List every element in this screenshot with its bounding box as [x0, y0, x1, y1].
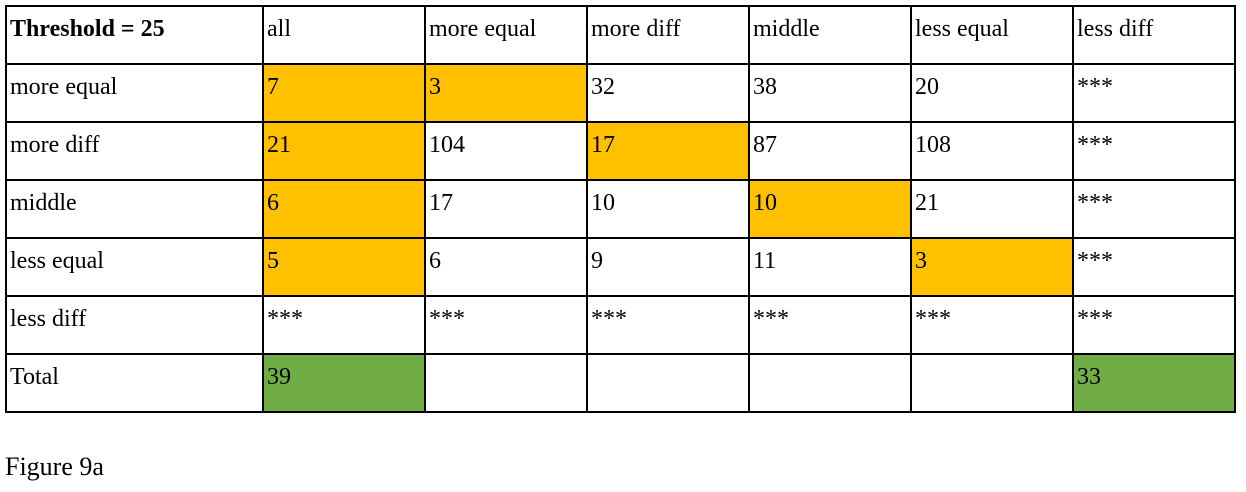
header-cell-all: all [262, 5, 426, 65]
table-row: less equal 5 6 9 11 3 *** [5, 237, 1236, 297]
table-cell: 33 [1072, 353, 1236, 413]
table-body: Threshold = 25 all more equal more diff … [5, 5, 1236, 413]
table-cell: 104 [424, 121, 588, 181]
header-cell-less-equal: less equal [910, 5, 1074, 65]
table-cell [586, 353, 750, 413]
table-cell: *** [1072, 179, 1236, 239]
table-cell: *** [262, 295, 426, 355]
row-label-cell: less equal [5, 237, 264, 297]
table-cell: *** [1072, 121, 1236, 181]
table-cell: 11 [748, 237, 912, 297]
table-row: middle 6 17 10 10 21 *** [5, 179, 1236, 239]
row-label-cell: more diff [5, 121, 264, 181]
table-cell: 6 [424, 237, 588, 297]
table-row: more diff 21 104 17 87 108 *** [5, 121, 1236, 181]
table-cell: *** [748, 295, 912, 355]
table-cell: 10 [748, 179, 912, 239]
table-cell: 32 [586, 63, 750, 123]
table-cell: 6 [262, 179, 426, 239]
table-row: Total 39 33 [5, 353, 1236, 413]
table-cell: 87 [748, 121, 912, 181]
table-cell: *** [910, 295, 1074, 355]
table-cell: *** [1072, 295, 1236, 355]
figure-caption: Figure 9a [5, 452, 104, 481]
row-label-cell: less diff [5, 295, 264, 355]
table-cell: 9 [586, 237, 750, 297]
table-cell: 3 [424, 63, 588, 123]
table-cell: *** [586, 295, 750, 355]
table-cell: 21 [910, 179, 1074, 239]
table-cell: *** [424, 295, 588, 355]
table-cell: 17 [586, 121, 750, 181]
header-cell-less-diff: less diff [1072, 5, 1236, 65]
row-label-cell: more equal [5, 63, 264, 123]
header-cell-threshold: Threshold = 25 [5, 5, 264, 65]
table-cell: 21 [262, 121, 426, 181]
table-cell: 3 [910, 237, 1074, 297]
table-cell: 38 [748, 63, 912, 123]
table-cell: *** [1072, 63, 1236, 123]
table-header-row: Threshold = 25 all more equal more diff … [5, 5, 1236, 65]
row-label-cell: Total [5, 353, 264, 413]
table-row: more equal 7 3 32 38 20 *** [5, 63, 1236, 123]
table-cell: 39 [262, 353, 426, 413]
table-cell [748, 353, 912, 413]
table-cell: 108 [910, 121, 1074, 181]
header-cell-more-equal: more equal [424, 5, 588, 65]
table-cell: 5 [262, 237, 426, 297]
threshold-table: Threshold = 25 all more equal more diff … [5, 5, 1236, 413]
table-cell: 17 [424, 179, 588, 239]
row-label-cell: middle [5, 179, 264, 239]
header-cell-more-diff: more diff [586, 5, 750, 65]
table-cell [910, 353, 1074, 413]
table-cell: 10 [586, 179, 750, 239]
table-cell [424, 353, 588, 413]
table-cell: 20 [910, 63, 1074, 123]
table-cell: 7 [262, 63, 426, 123]
table-row: less diff *** *** *** *** *** *** [5, 295, 1236, 355]
table-cell: *** [1072, 237, 1236, 297]
header-cell-middle: middle [748, 5, 912, 65]
